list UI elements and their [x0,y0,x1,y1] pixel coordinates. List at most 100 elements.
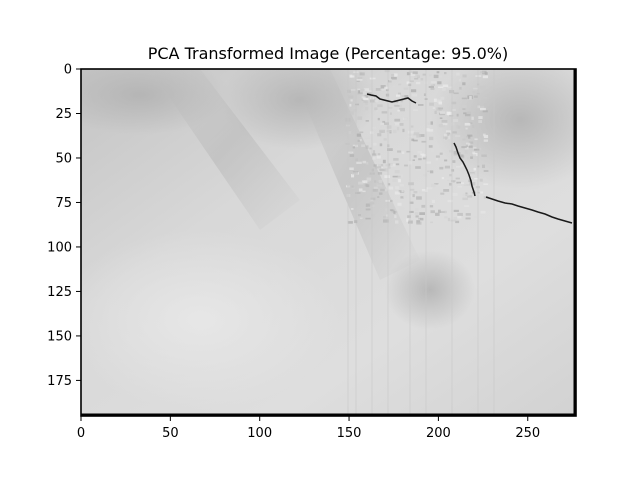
noise-speck [477,192,480,194]
noise-speck [371,213,375,217]
noise-speck [378,179,383,183]
noise-speck [366,184,370,188]
noise-speck [447,86,453,89]
noise-speck [377,133,382,137]
noise-speck [431,183,436,188]
noise-speck [413,155,417,158]
noise-speck [455,135,461,137]
noise-speck [453,152,458,156]
noise-speck [450,219,456,222]
noise-speck [377,104,383,108]
noise-speck [428,145,433,148]
noise-speck [357,116,363,120]
noise-speck [370,197,376,201]
noise-speck [397,202,402,206]
noise-speck [439,109,442,111]
noise-speck [360,89,366,93]
noise-speck [399,104,402,108]
noise-speck [419,190,425,194]
noise-speck [415,81,421,85]
noise-speck [435,212,440,216]
noise-speck [355,192,361,194]
noise-speck [452,160,456,163]
x-tick-label: 0 [77,426,85,441]
noise-speck [387,148,393,151]
noise-speck [453,92,459,95]
noise-speck [347,221,353,224]
noise-speck [477,116,483,119]
noise-speck [456,165,462,168]
noise-speck [449,114,454,117]
noise-speck [418,158,422,161]
y-axis: 0 25 50 75 100 125 150 175 [47,63,81,389]
noise-speck [433,98,437,102]
noise-speck [445,132,449,136]
noise-speck [409,80,414,83]
noise-speck [473,95,478,98]
noise-speck [480,71,485,74]
noise-speck [388,106,393,109]
noise-speck [465,127,468,130]
noise-speck [438,209,441,213]
noise-speck [393,73,398,77]
image-highlight [81,230,340,410]
noise-speck [470,156,473,159]
noise-speck [456,113,459,117]
noise-speck [371,156,376,160]
noise-speck [394,191,400,195]
noise-speck [356,80,360,82]
noise-speck [398,92,401,95]
noise-speck [482,75,488,79]
noise-speck [445,130,451,134]
noise-speck [367,84,371,87]
x-tick-label: 250 [515,426,540,441]
noise-speck [433,74,439,79]
noise-speck [462,197,468,201]
noise-speck [398,83,402,86]
noise-speck [396,127,400,131]
noise-speck [372,188,379,192]
noise-speck [411,151,414,155]
noise-speck [387,186,394,190]
noise-speck [358,214,361,217]
noise-speck [361,144,366,148]
noise-speck [416,221,422,225]
noise-speck [482,97,488,99]
noise-speck [349,145,354,147]
noise-speck [385,208,390,212]
noise-speck [384,202,388,206]
noise-speck [349,111,354,115]
noise-speck [453,217,458,220]
noise-speck [439,124,445,128]
noise-speck [435,155,440,158]
noise-speck [466,135,469,138]
noise-speck [350,99,353,102]
noise-speck [462,108,466,110]
noise-speck [484,103,489,107]
noise-speck [384,86,389,90]
noise-speck [404,164,408,167]
noise-speck [430,121,433,125]
noise-speck [438,86,444,88]
chart-title: PCA Transformed Image (Percentage: 95.0%… [148,44,509,63]
noise-speck [409,73,416,76]
noise-speck [452,142,455,144]
noise-speck [409,210,414,213]
noise-speck [458,126,461,129]
noise-speck [375,88,382,91]
noise-speck [407,130,414,134]
noise-speck [427,186,433,190]
noise-speck [441,120,448,123]
noise-speck [364,136,371,139]
noise-speck [444,159,448,162]
crack-line [366,93,417,104]
noise-speck [462,104,467,108]
noise-speck [377,117,380,121]
noise-speck [440,192,445,195]
noise-speck [421,154,426,158]
noise-speck [462,138,466,141]
noise-speck [444,133,448,137]
noise-speck [469,122,473,124]
noise-speck [452,108,456,111]
noise-speck [465,144,468,147]
